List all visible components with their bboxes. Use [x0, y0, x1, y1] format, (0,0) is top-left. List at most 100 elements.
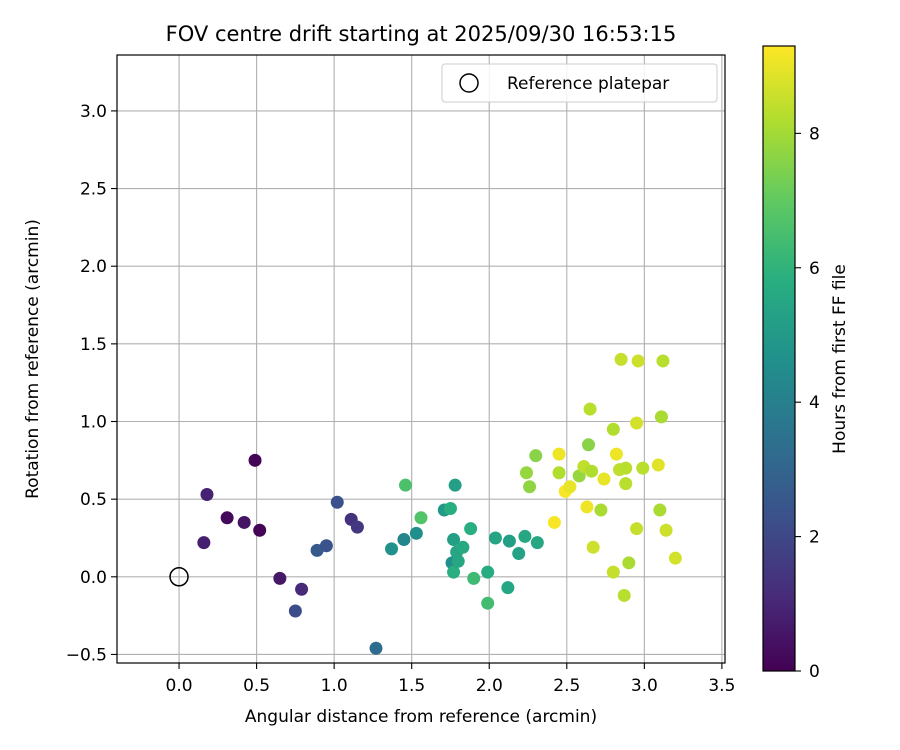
data-point: [580, 500, 594, 514]
data-point: [518, 529, 532, 543]
data-point: [350, 520, 364, 534]
y-tick-label: 3.0: [80, 102, 107, 122]
x-axis-label: Angular distance from reference (arcmin): [245, 707, 597, 727]
x-tick-label: 0.0: [166, 676, 193, 696]
data-point: [273, 571, 287, 585]
data-point: [631, 354, 645, 368]
data-point: [614, 352, 628, 366]
colorbar-tick-label: 2: [809, 528, 820, 548]
x-tick-label: 2.0: [476, 676, 503, 696]
data-point: [606, 422, 620, 436]
data-point: [529, 449, 543, 463]
x-tick-label: 2.5: [553, 676, 580, 696]
data-point: [447, 533, 461, 547]
data-point: [582, 438, 596, 452]
data-point: [488, 531, 502, 545]
colorbar-ticks: 0 2 4 6 8: [795, 124, 820, 682]
data-point: [464, 522, 478, 536]
data-point: [512, 547, 526, 561]
y-tick-label: 2.0: [80, 257, 107, 277]
y-tick-label: 0.0: [80, 568, 107, 588]
data-point: [617, 588, 631, 602]
colorbar-tick-label: 4: [809, 393, 820, 413]
data-point: [654, 410, 668, 424]
data-point: [563, 480, 577, 494]
data-point: [619, 461, 633, 475]
y-axis-label: Rotation from reference (arcmin): [23, 219, 43, 499]
data-point: [237, 515, 251, 529]
data-point: [606, 565, 620, 579]
data-point: [220, 511, 234, 525]
chart-title: FOV centre drift starting at 2025/09/30 …: [166, 22, 677, 46]
legend: Reference platepar: [441, 63, 718, 103]
data-point: [547, 515, 561, 529]
data-point: [398, 478, 412, 492]
data-point: [523, 480, 537, 494]
data-point: [447, 565, 461, 579]
data-point: [586, 540, 600, 554]
data-point: [530, 536, 544, 550]
data-point: [609, 447, 623, 461]
colorbar-tick-label: 0: [809, 662, 820, 682]
data-point: [448, 478, 462, 492]
x-tick-label: 3.5: [708, 676, 735, 696]
data-point: [319, 539, 333, 553]
colorbar-tick-label: 6: [809, 259, 820, 279]
plot-frame: [116, 54, 726, 664]
legend-marker-reference: [459, 73, 479, 93]
data-point: [502, 534, 516, 548]
legend-label-reference: Reference platepar: [507, 74, 669, 94]
data-point: [397, 533, 411, 547]
y-tick-label: 0.5: [80, 490, 107, 510]
colorbar: 0 2 4 6 8 Hours from first FF file: [762, 45, 850, 682]
data-point: [443, 501, 457, 515]
data-point: [653, 503, 667, 517]
colorbar-tick-label: 8: [809, 124, 820, 144]
data-point: [451, 554, 465, 568]
x-tick-label: 0.5: [243, 676, 270, 696]
data-point: [630, 416, 644, 430]
y-tick-label: 1.0: [80, 413, 107, 433]
data-point: [385, 542, 399, 556]
colorbar-gradient: [763, 46, 795, 671]
x-axis-ticks: 0.0 0.5 1.0 1.5 2.0 2.5 3.0 3.5: [166, 663, 735, 696]
grid: [117, 55, 725, 663]
data-point: [668, 551, 682, 565]
data-point: [253, 523, 267, 537]
y-tick-label: 1.5: [80, 335, 107, 355]
data-point: [200, 487, 214, 501]
data-point: [583, 402, 597, 416]
data-point: [288, 604, 302, 618]
data-point: [197, 536, 211, 550]
data-point: [456, 540, 470, 554]
data-point: [295, 582, 309, 596]
data-point: [622, 556, 636, 570]
y-tick-label: 2.5: [80, 180, 107, 200]
data-point: [630, 522, 644, 536]
reference-point-marker: [169, 567, 189, 587]
data-point: [585, 464, 599, 478]
data-point: [619, 477, 633, 491]
x-tick-label: 1.0: [321, 676, 348, 696]
data-point: [501, 581, 515, 595]
y-tick-label: −0.5: [66, 645, 107, 665]
y-axis-ticks: −0.5 0.0 0.5 1.0 1.5 2.0 2.5 3.0: [66, 102, 117, 665]
data-point: [467, 571, 481, 585]
x-tick-label: 3.0: [631, 676, 658, 696]
data-point: [552, 466, 566, 480]
scatter-points: [197, 352, 682, 655]
data-point: [659, 523, 673, 537]
data-point: [409, 526, 423, 540]
data-point: [330, 495, 344, 509]
data-point: [519, 466, 533, 480]
data-point: [481, 565, 495, 579]
data-point: [656, 354, 670, 368]
colorbar-frame: [762, 45, 796, 672]
x-tick-label: 1.5: [398, 676, 425, 696]
data-point: [636, 461, 650, 475]
data-point: [552, 447, 566, 461]
colorbar-label: Hours from first FF file: [830, 264, 850, 454]
legend-box: [441, 63, 718, 103]
data-point: [594, 503, 608, 517]
